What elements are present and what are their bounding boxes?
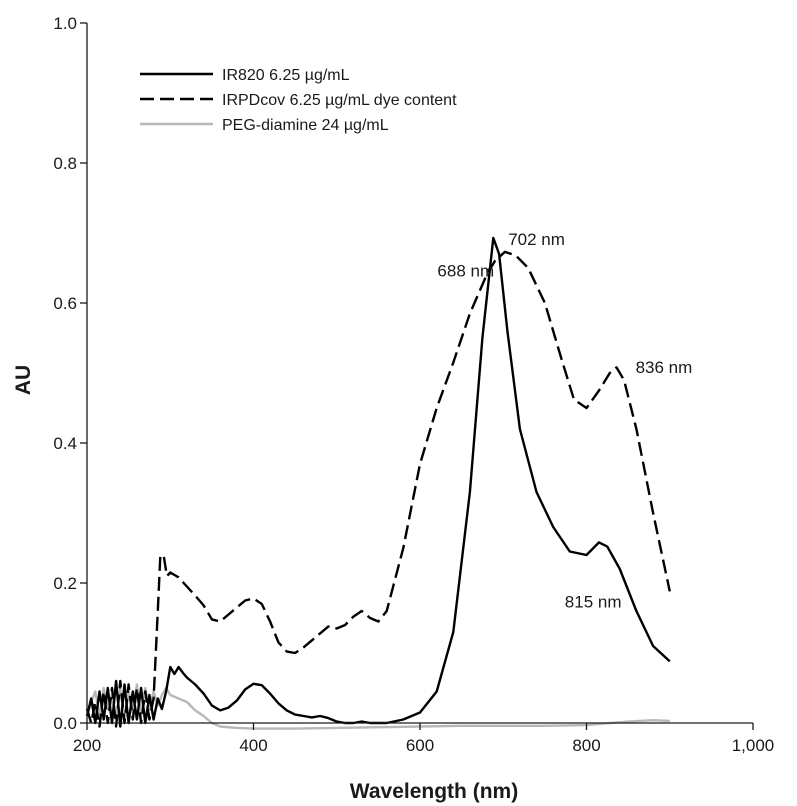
series-line-1 — [85, 236, 671, 728]
x-tick-label: 600 — [406, 736, 434, 755]
legend-label-2: IRPDcov 6.25 µg/mL dye content — [222, 92, 457, 109]
plot-content — [85, 236, 671, 730]
x-tick-label: 800 — [572, 736, 600, 755]
y-tick-label: 0.6 — [53, 294, 77, 313]
peak-annotations: 688 nm 702 nm 836 nm 815 nm — [437, 230, 692, 612]
x-tick-label: 200 — [73, 736, 101, 755]
y-tick-label: 0.2 — [53, 574, 77, 593]
series-line-2 — [85, 250, 671, 728]
y-tick-label: 0.8 — [53, 154, 77, 173]
legend-label-3: PEG-diamine 24 µg/mL — [222, 117, 389, 134]
x-axis-title: Wavelength (nm) — [350, 780, 518, 803]
y-tick-label: 0.0 — [53, 714, 77, 733]
x-tick-label: 400 — [239, 736, 267, 755]
peak-label: 836 nm — [636, 358, 693, 377]
y-axis-title: AU — [12, 365, 35, 395]
peak-label: 815 nm — [565, 593, 622, 612]
peak-label: 688 nm — [437, 261, 494, 280]
x-tick-label: 1,000 — [732, 736, 775, 755]
legend: IR820 6.25 µg/mL IRPDcov 6.25 µg/mL dye c… — [140, 67, 457, 134]
y-tick-label: 1.0 — [53, 14, 77, 33]
legend-label-1: IR820 6.25 µg/mL — [222, 67, 350, 84]
axes: 200 400 600 800 1,000 0.0 0.2 0.4 0.6 0.8 1.0 — [53, 14, 774, 755]
y-tick-label: 0.4 — [53, 434, 77, 453]
peak-label: 702 nm — [508, 230, 565, 249]
